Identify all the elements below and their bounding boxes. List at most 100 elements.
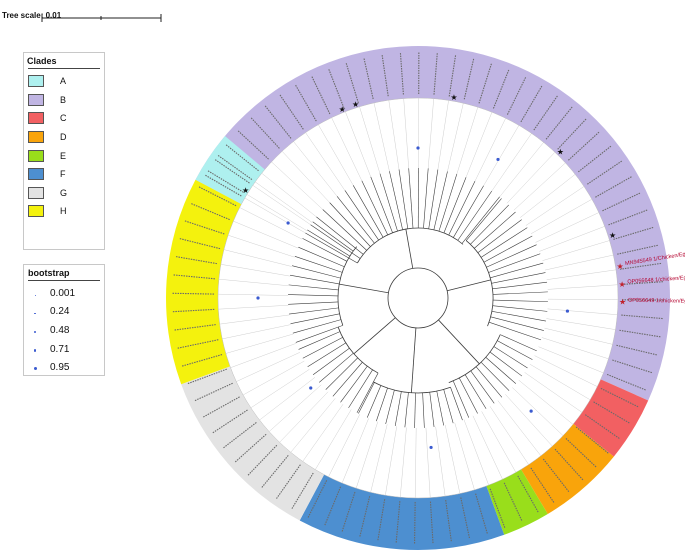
leaf-guide-line bbox=[268, 384, 322, 432]
leaf-label-mark bbox=[237, 130, 269, 160]
leaf-guide-line bbox=[538, 346, 604, 374]
internal-branch bbox=[373, 381, 451, 394]
terminal-branch bbox=[443, 177, 467, 234]
highlighted-leaf-label: OP056649 1/chicken/Egypt/EGY-1/2021 bbox=[628, 298, 685, 306]
leaf-guide-line bbox=[305, 132, 346, 191]
leaf-label-mark bbox=[600, 387, 639, 408]
leaf-label-mark bbox=[214, 158, 250, 184]
terminal-branch bbox=[340, 366, 368, 403]
leaf-label-mark bbox=[261, 455, 289, 489]
leaf-guide-line bbox=[236, 352, 300, 382]
leaf-label-mark bbox=[593, 401, 631, 424]
terminal-branch bbox=[474, 211, 516, 249]
leaf-label-mark bbox=[533, 95, 559, 131]
terminal-branch bbox=[470, 370, 495, 404]
terminal-branch bbox=[493, 346, 528, 369]
leaf-guide-line bbox=[427, 98, 434, 169]
leaf-label-mark bbox=[222, 422, 257, 449]
terminal-branch bbox=[370, 176, 393, 233]
terminal-branch bbox=[452, 380, 470, 418]
bootstrap-dot bbox=[429, 445, 433, 450]
bootstrap-legend-item: 0.48 bbox=[24, 321, 104, 340]
bootstrap-dot bbox=[286, 221, 290, 225]
leaf-label-mark bbox=[275, 464, 301, 500]
internal-branch bbox=[337, 246, 358, 326]
clade-name: F bbox=[60, 169, 66, 180]
leaf-guide-line bbox=[302, 404, 344, 462]
terminal-branch bbox=[436, 391, 444, 426]
terminal-branch bbox=[491, 272, 546, 284]
terminal-branch bbox=[288, 307, 339, 315]
terminal-branch bbox=[492, 281, 548, 290]
clade-band bbox=[195, 46, 670, 401]
bootstrap-dot bbox=[565, 309, 570, 313]
bootstrap-dot bbox=[256, 296, 260, 300]
leaf-label-mark bbox=[492, 69, 510, 109]
leaf-guide-line bbox=[271, 161, 323, 210]
terminal-branch bbox=[477, 219, 522, 253]
clade-name: E bbox=[60, 150, 67, 161]
bootstrap-dot bbox=[529, 409, 533, 413]
leaf-guide-line bbox=[520, 174, 576, 218]
leaf-label-mark bbox=[520, 85, 543, 123]
leaf-circle-guide bbox=[217, 97, 619, 499]
leaf-label-mark bbox=[291, 472, 314, 510]
terminal-branch bbox=[433, 171, 448, 230]
leaf-label-mark bbox=[621, 314, 664, 320]
clade-legend-item: G bbox=[24, 184, 104, 203]
terminal-branch bbox=[298, 331, 341, 350]
leaf-guide-line bbox=[546, 269, 617, 280]
terminal-branch bbox=[379, 173, 398, 232]
leaf-guide-line bbox=[399, 427, 407, 498]
reference-star-icon: ★ bbox=[609, 231, 616, 240]
terminal-branch bbox=[489, 351, 523, 377]
internal-branch bbox=[357, 227, 464, 264]
leaf-guide-line bbox=[435, 426, 446, 497]
leaf-guide-line bbox=[499, 142, 544, 197]
terminal-branch bbox=[398, 169, 409, 229]
leaf-label-mark bbox=[363, 57, 374, 100]
clade-name: H bbox=[60, 206, 67, 217]
leaf-label-mark bbox=[568, 131, 600, 161]
leaf-label-mark bbox=[448, 54, 457, 97]
leaf-guide-line bbox=[518, 379, 574, 425]
leaf-guide-line bbox=[341, 418, 369, 484]
terminal-branch bbox=[500, 334, 537, 352]
terminal-branch bbox=[492, 299, 548, 302]
leaf-guide-line bbox=[259, 377, 316, 421]
terminal-branch bbox=[389, 171, 403, 230]
leaf-guide-line bbox=[437, 100, 449, 170]
leaf-label-mark bbox=[172, 292, 215, 295]
leaf-guide-line bbox=[425, 427, 431, 498]
leaf-guide-line bbox=[456, 107, 479, 175]
internal-branch bbox=[405, 228, 414, 269]
reference-star-icon: ★ bbox=[450, 93, 457, 102]
leaf-guide-line bbox=[489, 406, 529, 465]
clade-legend-item: A bbox=[24, 72, 104, 91]
leaf-guide-line bbox=[218, 305, 289, 310]
clade-swatch bbox=[28, 131, 44, 144]
study-star-icon: ★ bbox=[616, 262, 623, 271]
leaf-label-mark bbox=[294, 84, 317, 122]
leaf-label-mark bbox=[530, 467, 555, 504]
leaf-label-mark bbox=[328, 68, 345, 109]
terminal-branch bbox=[459, 377, 478, 414]
leaf-guide-line bbox=[261, 173, 317, 218]
terminal-branch bbox=[408, 168, 414, 229]
leaf-guide-line bbox=[541, 337, 609, 360]
leaf-guide-line bbox=[524, 372, 583, 413]
leaf-label-mark bbox=[606, 373, 647, 391]
terminal-branch bbox=[414, 392, 416, 428]
leaf-label-mark bbox=[575, 426, 609, 454]
leaf-guide-line bbox=[403, 98, 409, 169]
leaf-label-mark bbox=[177, 339, 219, 349]
leaf-guide-line bbox=[542, 240, 610, 261]
terminal-branch bbox=[423, 168, 429, 229]
terminal-branch bbox=[307, 229, 351, 257]
leaf-label-mark bbox=[207, 170, 244, 193]
leaf-label-mark bbox=[489, 488, 506, 529]
terminal-branch bbox=[292, 319, 342, 334]
terminal-branch bbox=[492, 305, 548, 312]
leaf-label-mark bbox=[554, 448, 584, 481]
leaf-guide-line bbox=[233, 220, 299, 249]
